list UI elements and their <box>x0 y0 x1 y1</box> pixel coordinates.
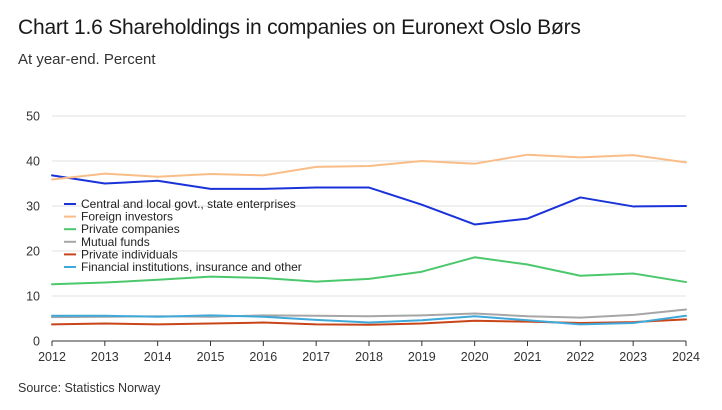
legend-label: Mutual funds <box>81 235 150 249</box>
series-line-5 <box>51 318 687 326</box>
chart-title: Chart 1.6 Shareholdings in companies on … <box>18 16 581 39</box>
series-line-6 <box>51 314 687 326</box>
y-tick-label: 20 <box>26 245 40 259</box>
series-line-1 <box>51 174 687 226</box>
y-tick-label: 30 <box>26 200 40 214</box>
x-tick-label: 2024 <box>672 350 700 364</box>
x-tick-label: 2013 <box>91 350 119 364</box>
y-tick-label: 40 <box>26 155 40 169</box>
x-tick-label: 2015 <box>197 350 225 364</box>
x-tick-label: 2019 <box>408 350 436 364</box>
x-tick-label: 2014 <box>144 350 172 364</box>
x-tick-label: 2016 <box>249 350 277 364</box>
chart-source: Source: Statistics Norway <box>18 381 161 395</box>
x-tick-label: 2023 <box>619 350 647 364</box>
axis-layer: 0 10 20 30 40 50 2012 2013 2014 2015 2016 2017 2018 2… <box>26 110 700 365</box>
x-tick-label: 2020 <box>461 350 489 364</box>
x-tick-label: 2022 <box>566 350 594 364</box>
x-tick-label: 2021 <box>514 350 542 364</box>
legend-label: Foreign investors <box>81 210 173 224</box>
legend-label: Central and local govt., state enterpris… <box>81 197 296 211</box>
legend-label: Private individuals <box>81 247 178 261</box>
x-tick-label: 2012 <box>38 350 66 364</box>
legend-label: Private companies <box>81 222 180 236</box>
y-tick-label: 10 <box>26 290 40 304</box>
legend: Central and local govt., state enterpris… <box>64 197 302 274</box>
series-layer <box>51 153 687 326</box>
y-tick-label: 0 <box>33 335 40 349</box>
x-tick-label: 2017 <box>302 350 330 364</box>
chart-subtitle: At year-end. Percent <box>18 51 156 68</box>
x-tick-label: 2018 <box>355 350 383 364</box>
series-line-3 <box>51 256 687 286</box>
y-tick-label: 50 <box>26 110 40 124</box>
series-line-2 <box>51 153 687 181</box>
grid-layer <box>52 115 686 297</box>
legend-label: Financial institutions, insurance and ot… <box>81 260 302 274</box>
